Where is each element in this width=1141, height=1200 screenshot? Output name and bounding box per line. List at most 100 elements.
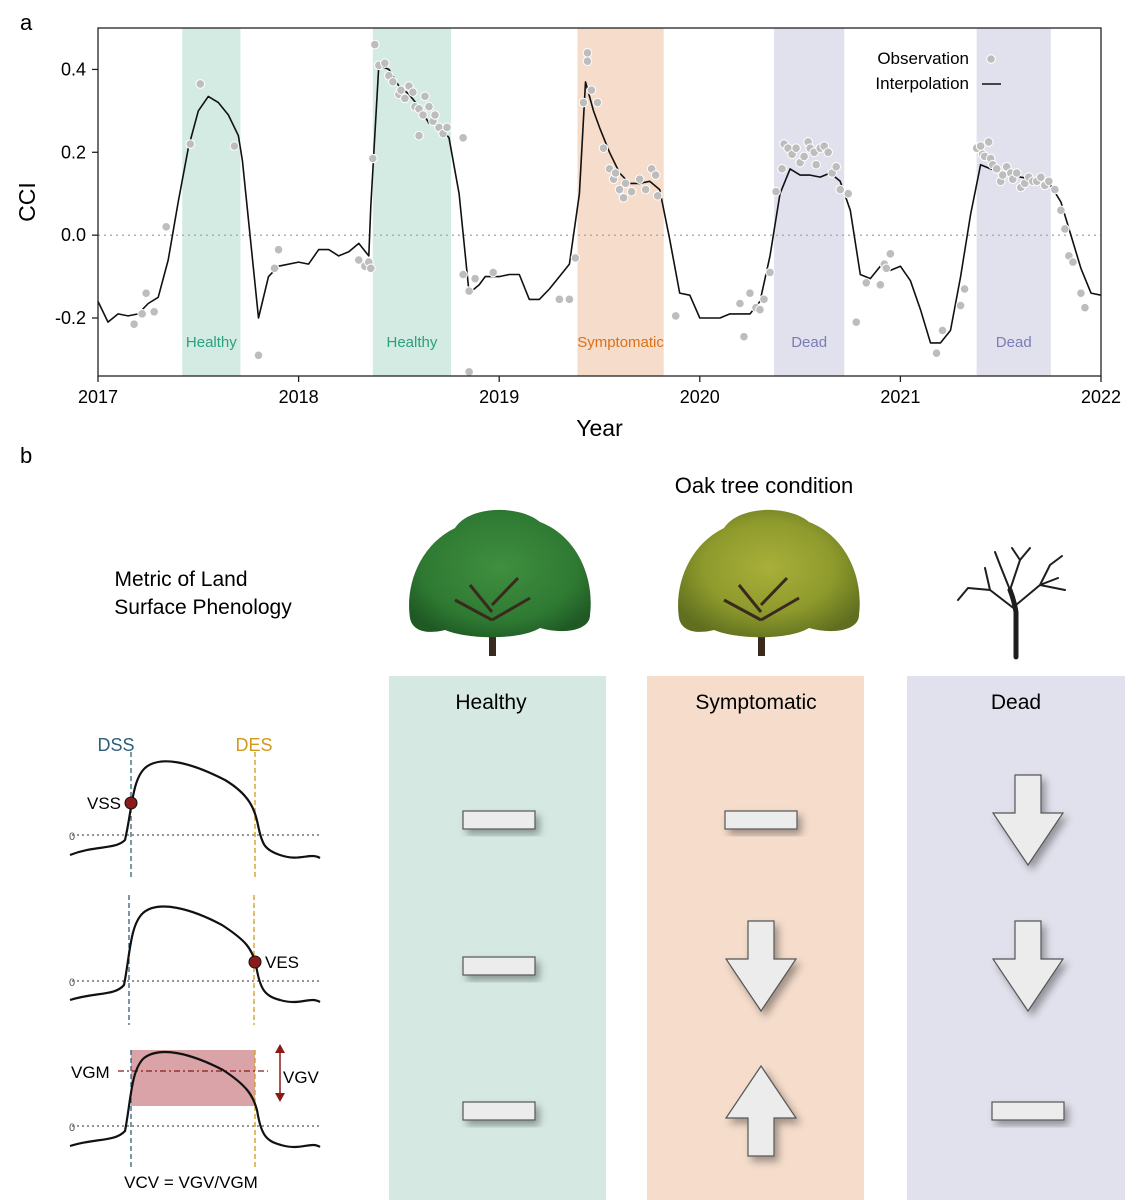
- observation-point: [771, 186, 781, 197]
- observation-point: [137, 309, 147, 319]
- x-tick-label: 2019: [479, 387, 519, 407]
- phase-label-healthy: Healthy: [186, 334, 237, 351]
- zero-label-row1: 0: [69, 831, 75, 843]
- observation-point: [564, 294, 575, 305]
- trend-symbols: [462, 774, 1065, 1157]
- stable-trend-icon: [462, 1101, 536, 1121]
- phenology-curve-row2: [69, 905, 321, 1004]
- legend-observation-marker: [986, 54, 996, 64]
- observation-point: [745, 288, 755, 298]
- column-label-dead: Dead: [991, 691, 1041, 714]
- des-label: DES: [235, 735, 272, 755]
- phenology-curve-row1: [69, 760, 321, 859]
- legend-observation-label: Observation: [877, 49, 969, 68]
- observation-point: [396, 85, 406, 95]
- observation-point: [458, 132, 468, 143]
- oak-condition-header: Oak tree condition: [675, 473, 854, 498]
- y-tick-label: 0.0: [61, 225, 86, 245]
- observation-point: [777, 164, 787, 174]
- observation-point: [570, 253, 581, 263]
- legend-interpolation-label: Interpolation: [875, 74, 969, 93]
- phase-band-healthy: [372, 28, 452, 376]
- phase-band-symptomatic: [577, 28, 664, 376]
- observation-point: [141, 288, 151, 298]
- observation-point: [430, 110, 440, 120]
- observation-point: [881, 263, 892, 274]
- ves-label: VES: [265, 953, 299, 972]
- zero-label-row2: 0: [69, 977, 75, 989]
- stable-trend-icon: [462, 810, 536, 830]
- observation-point: [414, 130, 424, 141]
- observation-point: [273, 244, 284, 255]
- healthy-tree-icon: [409, 509, 591, 656]
- observation-point: [470, 273, 480, 284]
- observation-point: [442, 122, 452, 133]
- observation-point: [618, 193, 629, 203]
- vss-marker: [124, 796, 138, 810]
- stable-trend-icon: [462, 956, 536, 976]
- observation-point: [185, 139, 196, 149]
- phase-band-healthy: [182, 28, 241, 376]
- vgm-label: VGM: [71, 1063, 110, 1082]
- observation-point: [650, 170, 661, 180]
- vgv-band: [131, 1050, 255, 1106]
- observation-point: [1036, 172, 1046, 182]
- observation-point: [582, 56, 593, 66]
- observation-point: [1011, 168, 1022, 178]
- observation-point: [353, 255, 364, 265]
- observation-point: [368, 153, 378, 164]
- observation-point: [1056, 205, 1066, 216]
- phase-label-symptomatic: Symptomatic: [577, 334, 664, 351]
- observation-point: [620, 178, 631, 189]
- y-tick-label: -0.2: [55, 308, 86, 328]
- observation-point: [1044, 176, 1054, 187]
- observation-point: [640, 184, 651, 195]
- dead-tree-icon: [957, 547, 1066, 660]
- observation-point: [195, 79, 206, 89]
- observation-point: [843, 188, 854, 199]
- stable-trend-icon: [724, 810, 798, 830]
- observation-point: [885, 248, 896, 259]
- observation-point: [997, 170, 1008, 180]
- observation-point: [586, 85, 597, 95]
- observation-point: [269, 263, 280, 274]
- observation-point: [670, 311, 681, 321]
- interpolation-line: [97, 64, 1102, 344]
- observation-point: [582, 48, 593, 58]
- phase-label-healthy: Healthy: [387, 334, 438, 351]
- observation-point: [129, 319, 139, 330]
- observation-point: [598, 143, 609, 153]
- observation-point: [959, 284, 970, 294]
- observation-point: [161, 222, 172, 232]
- observation-point: [610, 168, 621, 178]
- phase-band-dead: [976, 28, 1051, 376]
- observation-point: [634, 174, 645, 185]
- observation-point: [861, 277, 872, 288]
- observation-point: [811, 159, 821, 170]
- observation-point: [791, 143, 801, 153]
- y-tick-label: 0.4: [61, 59, 86, 79]
- observation-point: [614, 184, 625, 195]
- decrease-arrow-icon: [991, 920, 1065, 1013]
- metric-heading-line1: Metric of Land: [114, 568, 247, 591]
- increase-arrow-icon: [724, 1064, 798, 1157]
- observation-point: [823, 147, 833, 158]
- phase-label-dead: Dead: [791, 334, 827, 351]
- observation-point: [408, 87, 418, 98]
- ves-marker: [248, 955, 262, 969]
- observation-point: [765, 267, 775, 278]
- observation-point: [759, 294, 769, 305]
- phenology-schematics: DSS DES VSS 0 VES 0 VGM VGV 0 VCV = VGV/…: [69, 735, 321, 1192]
- observation-point: [1080, 302, 1090, 313]
- x-tick-label: 2018: [279, 387, 319, 407]
- panel-b-label: b: [20, 443, 32, 468]
- dss-label: DSS: [97, 735, 134, 755]
- observation-point: [831, 161, 842, 172]
- plot-frame: [97, 27, 1102, 377]
- observation-point: [652, 190, 663, 201]
- x-tick-label: 2022: [1081, 387, 1121, 407]
- x-axis-title: Year: [576, 415, 623, 441]
- observation-point: [851, 317, 862, 327]
- symptomatic-tree-icon: [678, 509, 860, 656]
- column-label-symptomatic: Symptomatic: [695, 691, 816, 714]
